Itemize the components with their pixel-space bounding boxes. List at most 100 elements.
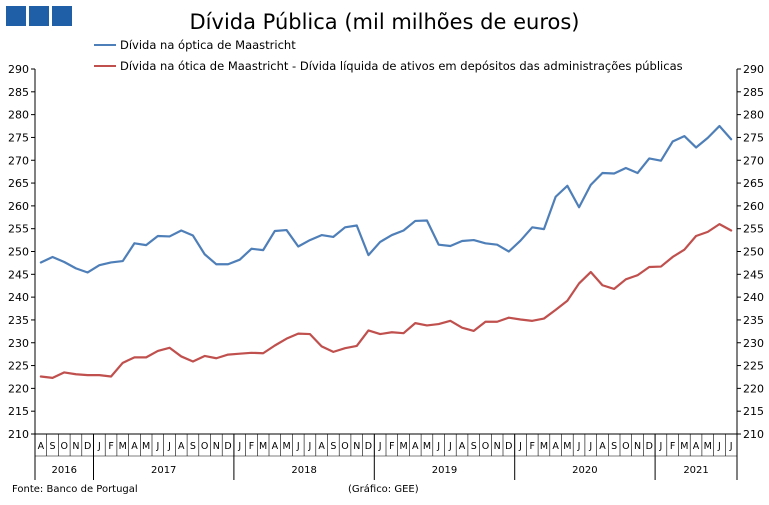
month-label: A	[272, 441, 279, 452]
source-note: Fonte: Banco de Portugal	[12, 484, 138, 495]
month-label: J	[518, 441, 522, 452]
chart-title: Dívida Pública (mil milhões de euros)	[189, 10, 580, 34]
y-tick-label-left: 220	[8, 382, 29, 395]
logo-square	[29, 6, 49, 26]
month-label: M	[119, 441, 127, 452]
month-label: N	[72, 441, 79, 452]
month-label: F	[389, 441, 394, 452]
y-tick-label-left: 255	[8, 223, 29, 236]
y-tick-label-left: 240	[8, 291, 29, 304]
year-label: 2019	[432, 465, 457, 476]
y-tick-label-right: 210	[743, 428, 764, 441]
month-label: O	[622, 441, 629, 452]
month-label: J	[308, 441, 312, 452]
y-tick-label-right: 280	[743, 109, 764, 122]
month-label: O	[482, 441, 489, 452]
month-label: J	[296, 441, 300, 452]
y-tick-label-left: 225	[8, 360, 29, 373]
year-label: 2018	[291, 465, 316, 476]
month-label: M	[563, 441, 571, 452]
month-label: M	[142, 441, 150, 452]
month-label: S	[50, 441, 56, 452]
month-label: A	[38, 441, 45, 452]
month-label: J	[237, 441, 241, 452]
logo-square	[52, 6, 72, 26]
month-label: N	[494, 441, 501, 452]
y-tick-label-left: 260	[8, 200, 29, 213]
y-tick-label-left: 235	[8, 314, 29, 327]
month-label: A	[131, 441, 138, 452]
y-tick-label-left: 265	[8, 177, 29, 190]
month-label: J	[155, 441, 159, 452]
month-label: M	[259, 441, 267, 452]
y-tick-label-right: 225	[743, 360, 764, 373]
month-label: A	[693, 441, 700, 452]
month-label: M	[680, 441, 688, 452]
month-label: D	[365, 441, 372, 452]
month-label: F	[108, 441, 113, 452]
month-label: O	[201, 441, 208, 452]
logo-square	[6, 6, 26, 26]
month-label: S	[471, 441, 477, 452]
month-label: A	[412, 441, 419, 452]
month-label: O	[341, 441, 348, 452]
y-tick-label-left: 280	[8, 109, 29, 122]
y-tick-label-left: 290	[8, 63, 29, 76]
month-label: J	[436, 441, 440, 452]
y-tick-label-right: 250	[743, 246, 764, 259]
legend-swatch-series-1	[94, 44, 116, 46]
y-tick-label-left: 230	[8, 337, 29, 350]
month-label: J	[378, 441, 382, 452]
y-tick-label-right: 270	[743, 154, 764, 167]
month-label: N	[634, 441, 641, 452]
y-tick-label-left: 215	[8, 405, 29, 418]
y-tick-label-left: 245	[8, 268, 29, 281]
month-label: D	[646, 441, 653, 452]
y-tick-label-right: 275	[743, 131, 764, 144]
month-label: M	[704, 441, 712, 452]
month-label: S	[611, 441, 617, 452]
credit-note: (Gráfico: GEE)	[348, 484, 419, 495]
month-label: A	[178, 441, 185, 452]
legend-entry-series-1: Dívida na óptica de Maastricht	[94, 38, 296, 52]
y-tick-label-right: 260	[743, 200, 764, 213]
year-label: 2021	[683, 465, 708, 476]
y-tick-label-right: 245	[743, 268, 764, 281]
month-label: N	[213, 441, 220, 452]
month-label: F	[530, 441, 535, 452]
month-label: A	[599, 441, 606, 452]
month-label: F	[249, 441, 254, 452]
month-label: D	[84, 441, 91, 452]
month-label: J	[717, 441, 721, 452]
legend-label-series-2: Dívida na ótica de Maastricht - Dívida l…	[120, 59, 683, 73]
month-label: D	[505, 441, 512, 452]
month-label: J	[448, 441, 452, 452]
y-tick-label-left: 210	[8, 428, 29, 441]
year-label: 2017	[151, 465, 176, 476]
year-label: 2016	[52, 465, 77, 476]
month-label: J	[729, 441, 733, 452]
y-tick-label-left: 285	[8, 86, 29, 99]
y-tick-label-right: 220	[743, 382, 764, 395]
month-label: M	[540, 441, 548, 452]
month-label: J	[167, 441, 171, 452]
series-line-2	[39, 223, 733, 379]
y-tick-label-right: 285	[743, 86, 764, 99]
month-label: O	[61, 441, 68, 452]
year-label: 2020	[572, 465, 597, 476]
series-line-1	[39, 124, 733, 274]
y-tick-label-right: 215	[743, 405, 764, 418]
y-tick-label-right: 240	[743, 291, 764, 304]
legend-entry-series-2: Dívida na ótica de Maastricht - Dívida l…	[94, 59, 683, 73]
three-blue-squares-icon	[6, 6, 72, 26]
legend-label-series-1: Dívida na óptica de Maastricht	[120, 38, 296, 52]
month-label: A	[318, 441, 325, 452]
month-label: A	[552, 441, 559, 452]
y-tick-label-right: 265	[743, 177, 764, 190]
y-tick-label-right: 230	[743, 337, 764, 350]
month-label: J	[97, 441, 101, 452]
month-label: M	[399, 441, 407, 452]
month-label: N	[353, 441, 360, 452]
y-tick-label-left: 270	[8, 154, 29, 167]
